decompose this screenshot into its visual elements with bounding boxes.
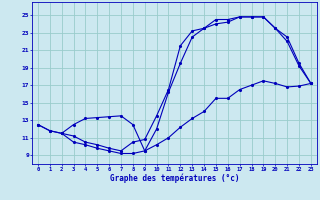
- X-axis label: Graphe des températures (°c): Graphe des températures (°c): [110, 173, 239, 183]
